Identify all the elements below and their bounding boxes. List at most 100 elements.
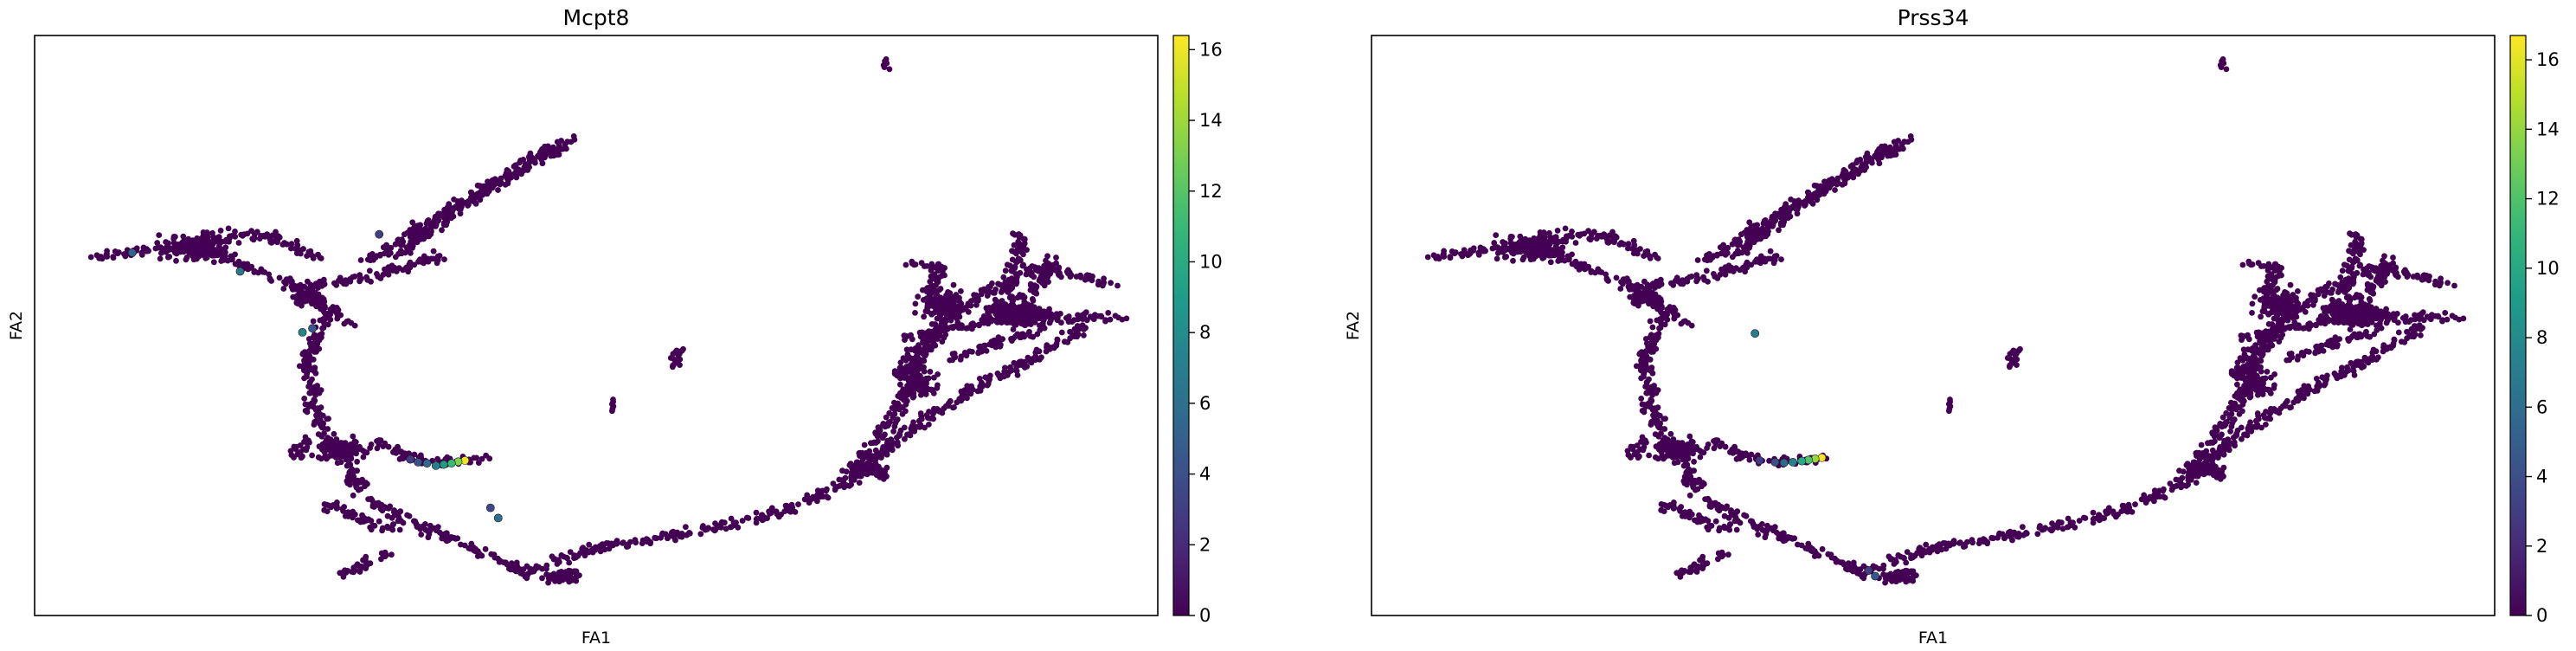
cell-point [1794, 210, 1801, 217]
cell-point [266, 271, 273, 278]
cell-point [931, 264, 938, 271]
cell-point [327, 316, 334, 323]
cell-point [1757, 260, 1763, 267]
expressing-cell-point [375, 229, 384, 239]
cell-point [324, 416, 331, 422]
cell-point [968, 298, 974, 304]
cell-point [956, 294, 962, 301]
cell-point [1008, 336, 1014, 342]
cell-point [1698, 519, 1704, 525]
cell-point [1741, 512, 1747, 519]
cell-point [502, 182, 509, 188]
cell-point [319, 325, 325, 332]
cell-point [1781, 530, 1787, 537]
cell-point [1046, 267, 1053, 274]
cell-point [2353, 359, 2360, 365]
cell-point [434, 455, 440, 462]
cell-point [1115, 282, 1121, 289]
cell-points [1424, 56, 2467, 586]
x-axis-label: FA1 [581, 628, 611, 648]
cell-point [2065, 524, 2072, 531]
cell-point [1626, 280, 1633, 287]
cell-point [927, 369, 934, 375]
cell-point [340, 508, 346, 514]
cell-point [354, 458, 360, 465]
cell-point [423, 220, 430, 227]
cell-point [1770, 260, 1777, 267]
cell-point [2213, 426, 2220, 432]
cell-point [104, 254, 111, 260]
cell-point [2238, 424, 2245, 431]
cell-point [302, 434, 309, 441]
cell-point [1738, 249, 1745, 256]
cell-point [613, 538, 620, 545]
cell-point [566, 559, 573, 566]
cell-point [228, 253, 234, 260]
cell-point [733, 519, 739, 525]
cell-point [778, 512, 784, 518]
cell-point [471, 198, 477, 205]
cell-point [1732, 518, 1739, 524]
cell-point [411, 261, 418, 268]
cell-point [512, 162, 519, 169]
cell-point [886, 409, 893, 416]
cell-point [2070, 519, 2076, 525]
cell-point [2129, 509, 2136, 515]
cell-point [1734, 508, 1741, 515]
cell-point [318, 255, 324, 261]
cell-point [293, 250, 300, 256]
cell-point [1647, 255, 1654, 261]
cell-point [2240, 397, 2247, 404]
cell-point [469, 194, 476, 201]
cell-point [235, 240, 242, 246]
cell-point [256, 235, 263, 242]
cell-point [1596, 268, 1603, 275]
cell-point [1637, 246, 1643, 252]
cell-point [652, 534, 658, 541]
cell-point [326, 438, 333, 445]
cell-point [1585, 263, 1592, 270]
cell-point [417, 222, 424, 229]
cell-point [585, 549, 592, 556]
cell-point [1058, 329, 1065, 336]
cell-point [2200, 451, 2207, 457]
cell-point [2380, 342, 2387, 348]
cell-point [967, 302, 974, 309]
cell-point [983, 348, 990, 354]
cell-point [934, 406, 941, 412]
cell-point [912, 300, 919, 307]
cell-point [1625, 245, 1631, 252]
cell-point [923, 344, 929, 351]
cell-point [361, 519, 367, 525]
cell-point [392, 446, 399, 453]
cell-point [353, 450, 359, 457]
cell-point [2418, 332, 2424, 338]
cell-point [843, 468, 850, 475]
cell-point [2228, 410, 2235, 417]
cell-point [234, 261, 241, 267]
cell-point [305, 278, 311, 285]
cell-point [980, 313, 987, 319]
cell-point [1762, 534, 1769, 541]
cell-point [1962, 543, 1969, 550]
cell-point [1780, 538, 1787, 545]
cell-point [1029, 269, 1035, 276]
cell-point [389, 262, 395, 269]
cell-point [2115, 512, 2122, 518]
cell-point [232, 229, 238, 235]
cell-point [2282, 403, 2289, 409]
cell-point [232, 234, 239, 240]
cell-point [417, 256, 423, 263]
cell-point [1638, 396, 1645, 402]
cell-point [439, 532, 446, 538]
cell-point [1609, 229, 1616, 235]
cell-point [198, 247, 205, 254]
cell-point [260, 268, 267, 275]
cell-point [859, 471, 866, 477]
cell-point [1705, 279, 1711, 285]
cell-point [337, 448, 344, 455]
cell-point [990, 289, 997, 296]
cell-point [1781, 218, 1788, 225]
cell-point [1755, 532, 1762, 538]
cell-point [241, 261, 247, 267]
